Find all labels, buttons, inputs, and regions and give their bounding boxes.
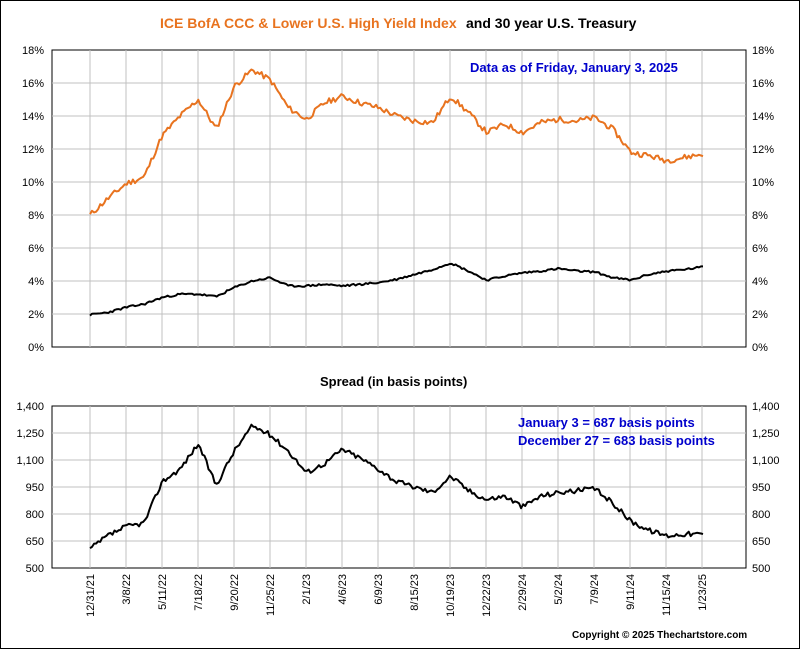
- x-tick-label: 12/22/23: [481, 574, 493, 617]
- x-tick-label: 9/20/22: [229, 574, 241, 611]
- top-series: [89, 68, 704, 317]
- x-tick-label: 7/18/22: [193, 574, 205, 611]
- x-tick-labels: 12/31/21 3/8/22 5/11/22 7/18/22 9/20/22 11/25…: [85, 574, 709, 617]
- top-ytick-right: 16%: [752, 78, 774, 90]
- title-part1: ICE BofA CCC & Lower U.S. High Yield Ind…: [160, 15, 457, 31]
- bottom-ytick-right: 800: [752, 509, 770, 521]
- top-yticks-right: 0% 2% 4% 6% 8% 10% 12% 14% 16% 18%: [752, 45, 774, 354]
- top-ytick-right: 4%: [752, 276, 768, 288]
- x-tick-label: 12/31/21: [85, 574, 97, 617]
- spread-line: [89, 423, 704, 550]
- bottom-ytick-left: 1,400: [16, 401, 44, 413]
- top-ytick-left: 4%: [28, 276, 44, 288]
- x-tick-label: 2/29/24: [517, 574, 529, 611]
- bottom-grid: [52, 406, 746, 568]
- bottom-ytick-right: 950: [752, 482, 770, 494]
- top-ytick-left: 0%: [28, 342, 44, 354]
- top-ytick-right: 18%: [752, 45, 774, 57]
- top-ytick-left: 8%: [28, 210, 44, 222]
- x-tick-label: 11/25/22: [265, 574, 277, 616]
- x-tick-label: 11/15/24: [661, 574, 673, 616]
- top-ytick-left: 12%: [22, 144, 44, 156]
- bottom-ytick-left: 1,250: [16, 428, 44, 440]
- x-tick-label: 8/15/23: [409, 574, 421, 611]
- bottom-ytick-left: 950: [26, 482, 44, 494]
- copyright: Copyright © 2025 Thechartstore.com: [572, 630, 747, 641]
- x-tick-label: 6/9/23: [373, 574, 385, 605]
- x-tick-label: 4/6/23: [337, 574, 349, 605]
- x-tick-label: 3/8/22: [121, 574, 133, 605]
- top-plot-frame: [51, 49, 747, 348]
- top-ytick-right: 8%: [752, 210, 768, 222]
- title-part2: and 30 year U.S. Treasury: [466, 15, 637, 31]
- top-ytick-right: 2%: [752, 309, 768, 321]
- bottom-ytick-right: 1,100: [752, 455, 780, 467]
- x-tick-label: 9/11/24: [625, 574, 637, 610]
- top-annotation: Data as of Friday, January 3, 2025: [470, 60, 678, 75]
- top-ytick-left: 10%: [22, 177, 44, 189]
- top-yticks-left: 0% 2% 4% 6% 8% 10% 12% 14% 16% 18%: [22, 45, 44, 354]
- x-tick-label: 1/23/25: [697, 574, 709, 611]
- bottom-yticks-right: 500 650 800 950 1,100 1,250 1,400: [752, 401, 780, 575]
- top-ytick-right: 14%: [752, 111, 774, 123]
- bottom-ytick-left: 650: [26, 536, 44, 548]
- top-ytick-left: 2%: [28, 309, 44, 321]
- bottom-series: [89, 423, 704, 550]
- high-yield-line: [89, 68, 704, 215]
- bottom-annotation-1: January 3 = 687 basis points: [518, 415, 695, 430]
- treasury-line: [89, 262, 703, 317]
- x-tick-label: 10/19/23: [445, 574, 457, 617]
- bottom-ytick-left: 500: [26, 563, 44, 575]
- top-ytick-left: 16%: [22, 78, 44, 90]
- bottom-yticks-left: 500 650 800 950 1,100 1,250 1,400: [16, 401, 44, 575]
- bottom-annotation-2: December 27 = 683 basis points: [518, 433, 715, 448]
- bottom-ytick-left: 800: [26, 509, 44, 521]
- x-tick-label: 2/1/23: [301, 574, 313, 605]
- top-ytick-right: 12%: [752, 144, 774, 156]
- bottom-ytick-right: 1,250: [752, 428, 780, 440]
- bottom-ytick-right: 1,400: [752, 401, 780, 413]
- x-tick-label: 5/11/22: [157, 574, 169, 610]
- bottom-ytick-right: 650: [752, 536, 770, 548]
- x-tick-label: 5/2/24: [553, 574, 565, 605]
- x-tick-label: 7/9/24: [589, 574, 601, 605]
- top-ytick-left: 6%: [28, 243, 44, 255]
- bottom-ytick-right: 500: [752, 563, 770, 575]
- top-ytick-right: 10%: [752, 177, 774, 189]
- top-ytick-right: 0%: [752, 342, 768, 354]
- top-ytick-left: 14%: [22, 111, 44, 123]
- top-ytick-left: 18%: [22, 45, 44, 57]
- bottom-ytick-left: 1,100: [16, 455, 44, 467]
- top-ytick-right: 6%: [752, 243, 768, 255]
- bottom-subtitle: Spread (in basis points): [320, 374, 467, 389]
